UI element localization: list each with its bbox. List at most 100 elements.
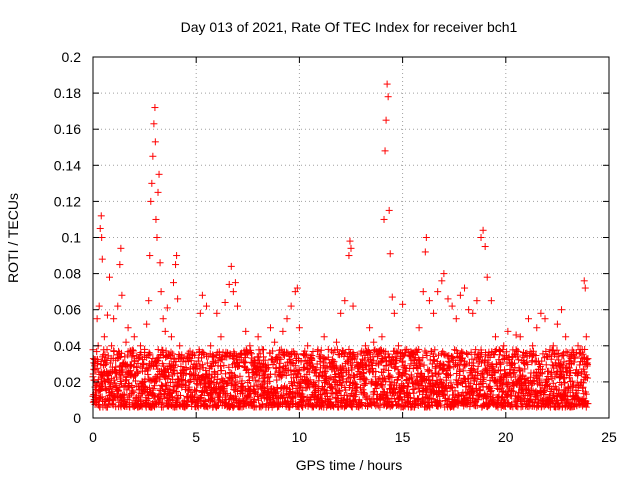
data-point <box>103 346 111 354</box>
y-tick-label: 0 <box>73 410 81 426</box>
data-point <box>117 244 125 252</box>
data-point <box>233 302 241 310</box>
y-tick-label: 0.16 <box>54 121 81 137</box>
data-point <box>199 387 207 395</box>
data-point <box>159 349 167 357</box>
data-point <box>295 324 303 332</box>
data-point <box>147 197 155 205</box>
data-point <box>346 237 354 245</box>
data-point <box>440 270 448 278</box>
data-point <box>108 400 116 408</box>
data-point <box>500 342 508 350</box>
x-tick-labels: 0 5 10 15 20 25 <box>89 429 617 445</box>
data-point <box>131 356 139 364</box>
y-tick-label: 0.1 <box>62 230 82 246</box>
data-point <box>225 280 233 288</box>
data-point <box>553 320 561 328</box>
data-point <box>134 368 142 376</box>
data-point <box>279 327 287 335</box>
data-point <box>162 347 170 355</box>
data-point <box>191 351 199 359</box>
data-point <box>112 363 120 371</box>
data-point <box>415 324 423 332</box>
data-point <box>399 300 407 308</box>
data-point <box>174 295 182 303</box>
data-point <box>383 80 391 88</box>
data-point <box>133 370 141 378</box>
x-tick-label: 25 <box>601 429 617 445</box>
data-point <box>324 345 332 353</box>
data-point <box>156 375 164 383</box>
data-point <box>320 354 328 362</box>
data-point <box>541 315 549 323</box>
data-point <box>152 215 160 223</box>
data-point <box>382 116 390 124</box>
data-point <box>581 284 589 292</box>
data-point <box>242 327 250 335</box>
data-point <box>477 234 485 241</box>
data-point <box>151 138 159 146</box>
x-tick-label: 20 <box>498 429 514 445</box>
data-point <box>185 394 193 402</box>
data-point <box>144 370 152 378</box>
data-point <box>93 348 101 356</box>
data-point <box>103 311 111 319</box>
data-point <box>157 288 165 296</box>
data-point <box>481 243 489 251</box>
data-point <box>315 353 323 361</box>
y-tick-label: 0.02 <box>54 374 81 390</box>
data-point <box>119 368 127 376</box>
x-tick-label: 15 <box>395 429 411 445</box>
data-point <box>113 373 121 381</box>
data-point <box>167 363 175 371</box>
data-point <box>122 338 130 346</box>
data-point <box>542 361 550 369</box>
data-point <box>341 297 349 305</box>
data-point <box>317 346 325 354</box>
data-point <box>410 385 418 393</box>
data-point <box>105 369 113 377</box>
data-point <box>155 170 163 178</box>
data-point <box>167 348 175 356</box>
data-point <box>116 383 124 391</box>
data-point <box>167 333 175 341</box>
data-point <box>148 179 156 187</box>
data-point <box>143 396 151 404</box>
data-point <box>452 315 460 323</box>
data-point <box>129 387 137 395</box>
data-point <box>145 297 153 305</box>
data-point <box>96 224 104 232</box>
data-point <box>582 333 590 341</box>
data-point <box>267 324 275 332</box>
x-tick-label: 0 <box>89 429 97 445</box>
y-axis-label: ROTI / TECUs <box>5 193 21 283</box>
data-point <box>153 234 161 241</box>
data-point <box>483 273 491 281</box>
data-point <box>136 342 144 350</box>
y-tick-label: 0.14 <box>54 157 81 173</box>
y-tick-label: 0.12 <box>54 193 81 209</box>
data-point <box>143 387 151 395</box>
data-point <box>185 383 193 391</box>
data-point <box>106 359 114 367</box>
data-point <box>146 350 154 358</box>
data-point <box>145 394 153 402</box>
data-point <box>118 291 126 299</box>
data-point <box>448 302 456 310</box>
data-point <box>176 342 184 350</box>
data-point <box>121 353 129 361</box>
data-point <box>165 372 173 380</box>
data-point <box>182 381 190 389</box>
data-point <box>386 250 394 258</box>
y-tick-label: 0.18 <box>54 85 81 101</box>
data-point <box>198 354 206 362</box>
data-point <box>169 279 177 287</box>
y-tick-labels: 0 0.02 0.04 0.06 0.08 0.1 0.12 0.14 0.16 0.18 0.2 <box>54 49 81 426</box>
y-tick-label: 0.06 <box>54 302 81 318</box>
data-point <box>114 302 122 310</box>
data-point <box>178 381 186 389</box>
data-point <box>379 368 387 376</box>
data-point <box>150 120 158 128</box>
data-point <box>126 391 134 399</box>
